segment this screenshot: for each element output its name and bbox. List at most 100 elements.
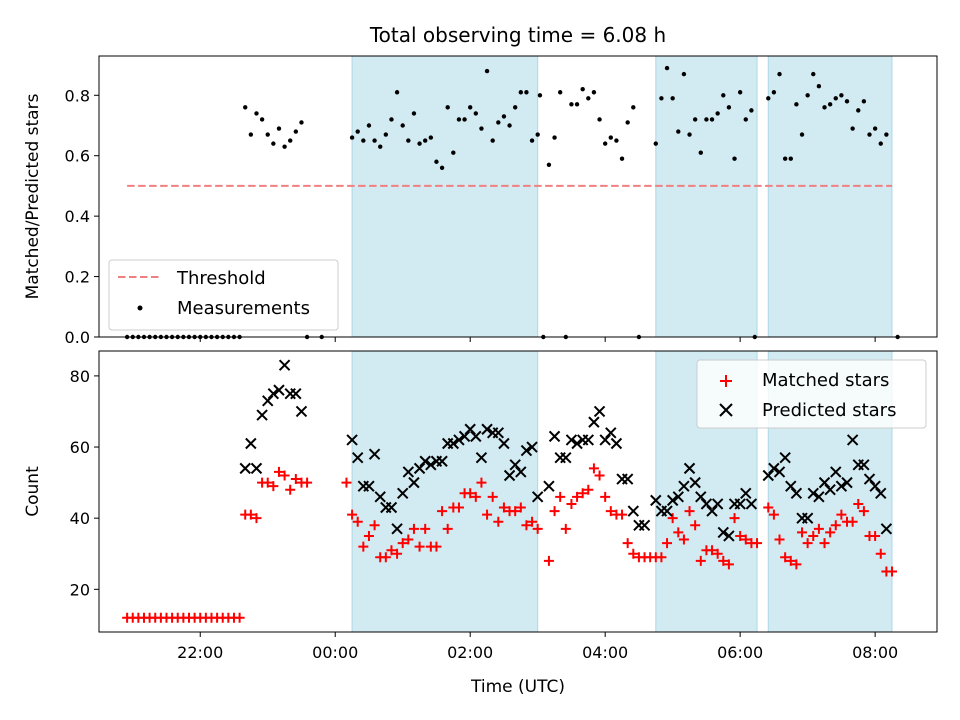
predicted-star-marker [650, 494, 662, 507]
matched-star-marker [847, 516, 858, 527]
matched-star-marker [262, 477, 273, 488]
matched-star-marker [735, 530, 746, 541]
matched-star-marker [887, 566, 898, 577]
predicted-star-marker [250, 462, 263, 475]
predicted-star-marker [447, 437, 460, 450]
measurement-point [591, 90, 597, 95]
top-panel: 0.00.20.40.60.8 Matched/Predicted stars … [23, 55, 938, 347]
predicted-star-marker [396, 487, 409, 499]
predicted-star-marker [503, 469, 516, 482]
measurement-point [423, 138, 428, 143]
measurement-point [411, 111, 417, 116]
measurement-point [715, 111, 720, 116]
measurement-point [782, 156, 788, 161]
matched-star-marker [802, 538, 813, 549]
matched-star-marker [532, 523, 543, 534]
measurement-point [529, 138, 535, 143]
matched-star-marker [442, 523, 453, 534]
measurement-point [259, 117, 265, 122]
matched-star-marker [583, 484, 594, 495]
measurement-point [254, 111, 259, 116]
matched-star-marker [667, 513, 678, 524]
matched-star-marker [386, 545, 397, 556]
measurement-point [777, 71, 782, 77]
measurement-point [698, 150, 703, 155]
predicted-star-marker [627, 505, 640, 517]
matched-star-marker [718, 555, 729, 566]
predicted-star-marker [807, 487, 819, 499]
matched-star-marker [543, 555, 554, 566]
shaded-interval-0 [351, 350, 539, 633]
predicted-star-marker [745, 498, 758, 510]
matched-star-marker [392, 548, 403, 559]
matched-star-marker [420, 523, 431, 534]
matched-star-marker [510, 506, 521, 517]
matched-star-marker [245, 509, 256, 520]
matched-star-marker [437, 506, 448, 517]
matched-star-marker [363, 530, 374, 541]
predicted-star-marker [453, 434, 465, 446]
predicted-star-marker [278, 359, 291, 371]
legend-matched-label: Matched stars [762, 370, 889, 391]
predicted-star-marker [695, 491, 707, 503]
measurement-point [822, 105, 827, 110]
measurement-point [884, 132, 889, 137]
measurement-point [799, 132, 805, 137]
measurement-point [537, 93, 543, 98]
matched-star-marker [819, 538, 830, 549]
matched-star-marker [521, 520, 532, 531]
matched-star-marker [791, 559, 802, 570]
predicted-star-marker [734, 498, 746, 510]
predicted-star-marker [402, 466, 415, 478]
predicted-star-marker [425, 459, 437, 471]
matched-star-marker [662, 538, 673, 549]
predicted-star-marker [475, 452, 488, 464]
predicted-star-marker [385, 501, 398, 514]
measurement-point [586, 96, 591, 101]
matched-star-marker [273, 466, 284, 477]
measurement-point [597, 117, 602, 122]
predicted-star-marker [408, 476, 420, 489]
matched-star-marker [234, 612, 245, 623]
matched-star-marker [515, 502, 526, 513]
measurement-point [670, 96, 675, 101]
matched-star-marker [785, 555, 796, 566]
predicted-star-marker [295, 405, 308, 418]
y-tick-label: 40 [70, 509, 90, 528]
matched-star-marker [830, 520, 841, 531]
predicted-star-marker [790, 487, 803, 499]
matched-star-marker [549, 506, 560, 517]
predicted-star-marker [464, 423, 476, 435]
matched-star-marker [408, 523, 419, 534]
measurement-point [872, 126, 878, 131]
matched-star-marker [577, 488, 588, 499]
matched-star-marker [572, 491, 583, 502]
measurement-point [732, 156, 737, 161]
bottom-plot-frame [98, 350, 938, 633]
matched-star-marker [729, 513, 740, 524]
bottom-x-axis: 22:00 00:00 02:00 04:00 06:00 08:00 [177, 632, 898, 662]
predicted-star-marker [880, 523, 893, 535]
predicted-star-marker [599, 434, 611, 446]
legend-matched-swatch [720, 375, 732, 387]
matched-star-marker [858, 506, 869, 517]
predicted-star-marker [818, 476, 831, 489]
measurement-point [546, 162, 552, 167]
y-tick-label: 0.4 [65, 207, 90, 226]
y-tick-label: 20 [70, 580, 90, 599]
predicted-star-marker [352, 452, 364, 464]
measurement-point [535, 132, 540, 137]
bottom-legend-box [696, 359, 927, 429]
matched-star-marker [555, 491, 566, 502]
matched-star-marker [622, 538, 633, 549]
predicted-star-marker [773, 466, 786, 478]
predicted-star-marker [531, 491, 544, 503]
matched-star-marker [482, 509, 493, 520]
measurement-point [664, 65, 670, 71]
matched-star-marker [825, 527, 836, 538]
measurement-point [467, 105, 473, 110]
matched-star-marker [268, 481, 279, 492]
matched-star-marker [707, 545, 718, 556]
predicted-star-marker [498, 437, 510, 450]
